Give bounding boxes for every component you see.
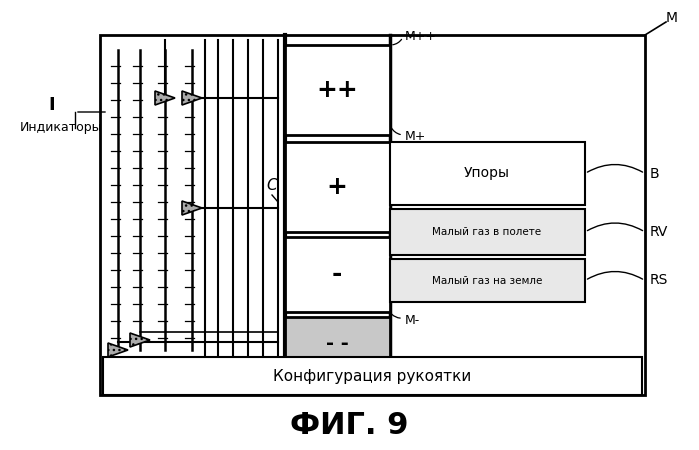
- Text: B: B: [650, 166, 660, 180]
- Polygon shape: [108, 343, 128, 357]
- Polygon shape: [182, 91, 202, 105]
- Text: I: I: [49, 96, 55, 114]
- Bar: [103, 357, 642, 395]
- Text: M+: M+: [405, 130, 426, 144]
- Polygon shape: [182, 201, 202, 215]
- Text: ФИГ. 9: ФИГ. 9: [290, 410, 408, 440]
- Text: M++: M++: [405, 31, 437, 44]
- Bar: [100, 35, 645, 395]
- Text: - -: - -: [326, 334, 348, 353]
- Bar: [285, 142, 390, 232]
- Bar: [285, 317, 390, 370]
- Text: -: -: [332, 262, 343, 287]
- Text: M-: M-: [405, 314, 420, 327]
- Bar: [390, 259, 585, 302]
- Polygon shape: [155, 91, 175, 105]
- Text: M: M: [666, 11, 678, 25]
- Text: C: C: [267, 177, 278, 193]
- Bar: [285, 237, 390, 312]
- Bar: [390, 142, 585, 205]
- Text: Малый газ в полете: Малый газ в полете: [433, 227, 542, 237]
- Bar: [285, 45, 390, 135]
- Text: M--: M--: [405, 374, 425, 387]
- Text: RS: RS: [650, 274, 668, 288]
- Text: ++: ++: [316, 78, 358, 102]
- Text: Упоры: Упоры: [464, 166, 510, 180]
- Text: +: +: [326, 175, 347, 199]
- Text: Индикаторы: Индикаторы: [20, 122, 103, 135]
- Text: Конфигурация рукоятки: Конфигурация рукоятки: [273, 369, 472, 383]
- Text: Малый газ на земле: Малый газ на земле: [432, 275, 542, 285]
- Polygon shape: [130, 333, 150, 347]
- Bar: [390, 209, 585, 255]
- Text: RV: RV: [650, 225, 668, 239]
